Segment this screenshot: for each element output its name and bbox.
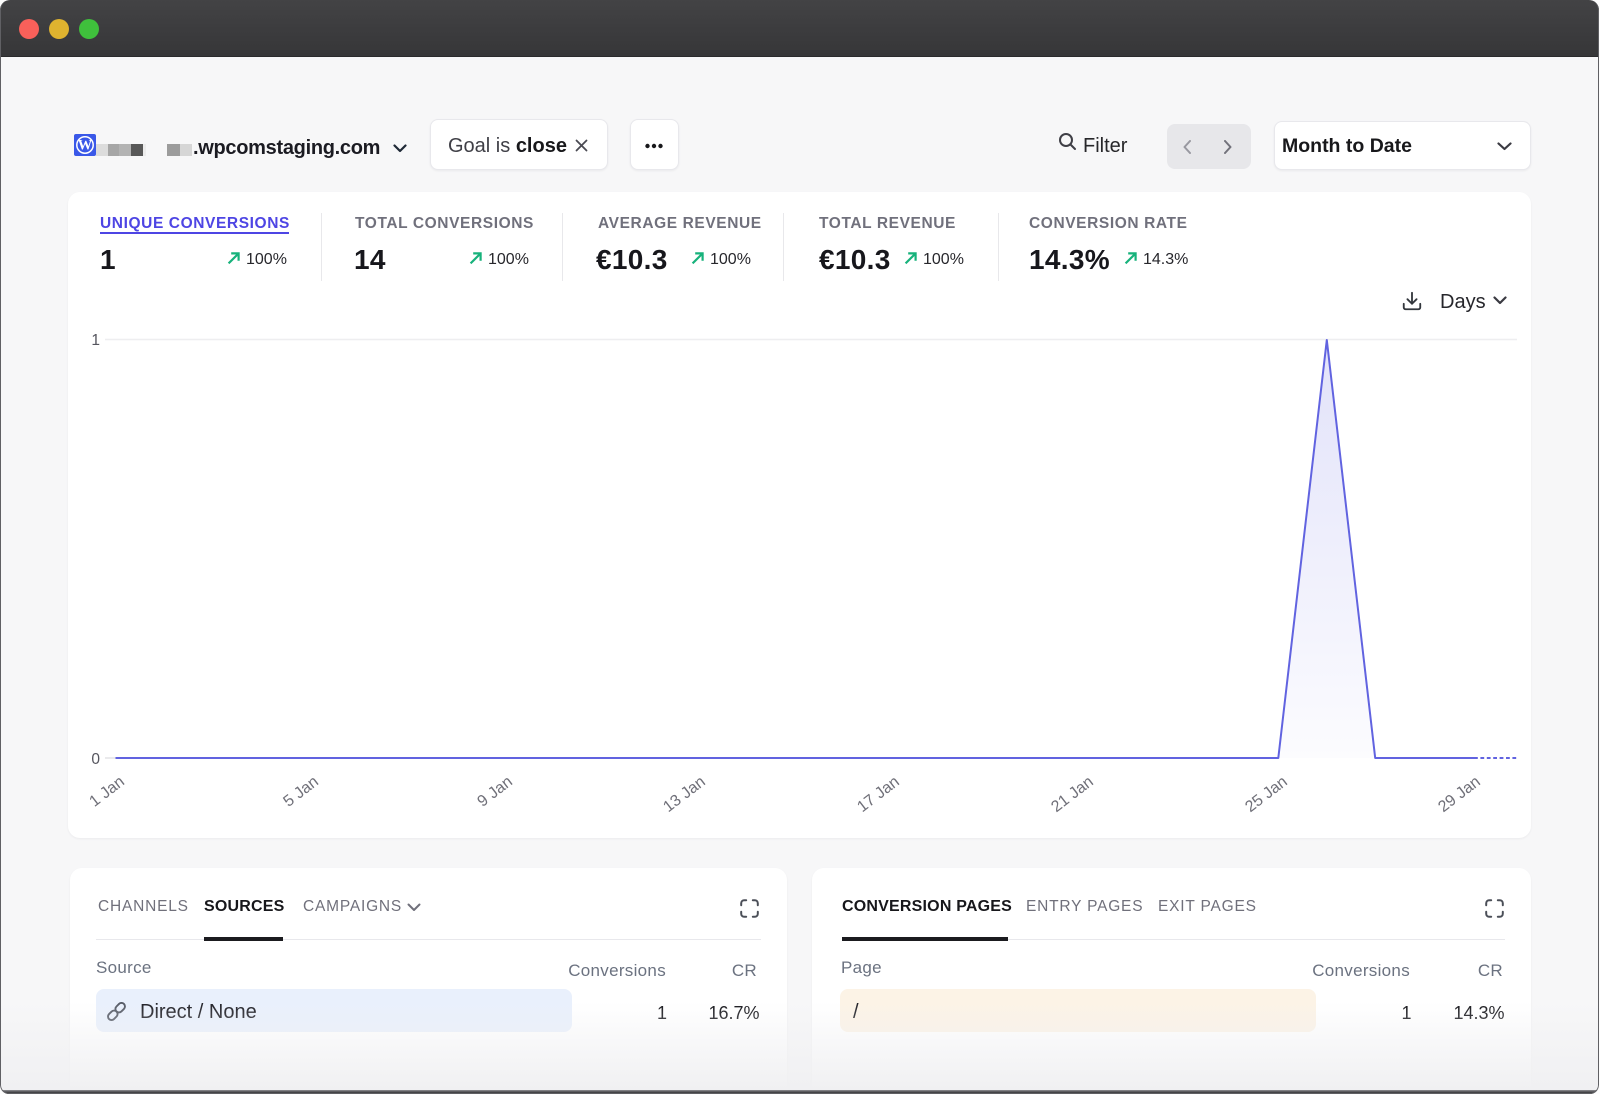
svg-text:W: W [78, 138, 93, 154]
